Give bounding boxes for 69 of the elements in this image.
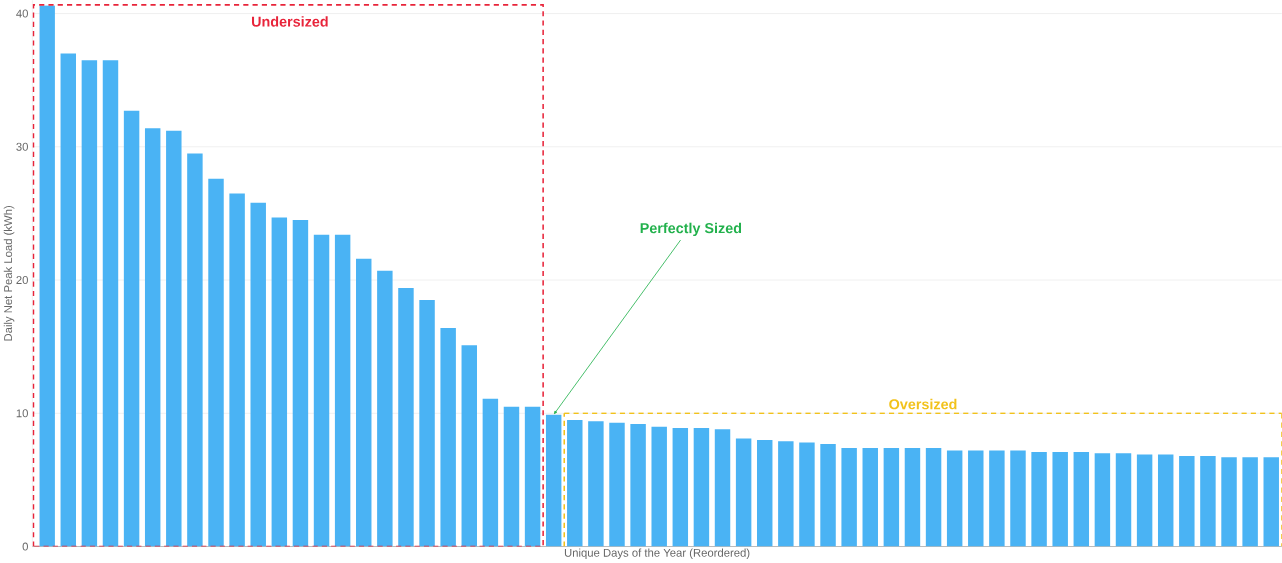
bar bbox=[799, 442, 815, 547]
bar bbox=[841, 448, 857, 547]
bar bbox=[1242, 457, 1258, 547]
x-axis-title: Unique Days of the Year (Reordered) bbox=[564, 548, 750, 560]
bar bbox=[144, 128, 161, 547]
bar bbox=[187, 153, 203, 547]
bar bbox=[989, 450, 1005, 547]
bar bbox=[735, 438, 752, 547]
bar bbox=[398, 288, 414, 547]
y-tick-label: 40 bbox=[16, 9, 28, 18]
bar bbox=[229, 193, 245, 547]
bar bbox=[482, 398, 499, 547]
bar bbox=[123, 110, 140, 547]
bar bbox=[1179, 456, 1195, 547]
annotation: Perfectly Sized bbox=[640, 222, 742, 237]
bar bbox=[166, 130, 182, 547]
bar bbox=[820, 444, 836, 547]
bar bbox=[461, 345, 477, 547]
bar bbox=[292, 220, 309, 547]
bar bbox=[208, 178, 224, 547]
y-axis-title: Daily Net Peak Load (kWh) bbox=[3, 206, 15, 341]
y-tick-label: 0 bbox=[22, 542, 28, 551]
bar bbox=[81, 60, 98, 547]
annotation: Undersized bbox=[251, 16, 328, 27]
bar bbox=[503, 406, 520, 547]
y-tick-label: 20 bbox=[16, 276, 28, 285]
bar bbox=[39, 5, 55, 547]
bar bbox=[1263, 457, 1279, 547]
bar bbox=[250, 202, 266, 547]
bar bbox=[1094, 453, 1111, 547]
bar bbox=[672, 428, 689, 547]
bar bbox=[1200, 456, 1216, 547]
y-tick-label: 10 bbox=[16, 409, 28, 418]
bar bbox=[630, 424, 646, 547]
ref-line-label: Oversized bbox=[889, 398, 957, 410]
bar bbox=[377, 270, 393, 547]
bar bbox=[757, 440, 773, 547]
bar bbox=[651, 426, 667, 547]
bar bbox=[102, 60, 119, 547]
bar bbox=[567, 420, 583, 547]
bar bbox=[334, 234, 351, 547]
bar bbox=[925, 448, 942, 547]
bar bbox=[904, 448, 921, 547]
bar bbox=[545, 414, 562, 547]
bar bbox=[356, 258, 372, 547]
bar bbox=[1157, 454, 1174, 547]
bar bbox=[862, 448, 878, 547]
bar bbox=[1010, 450, 1026, 547]
bar bbox=[778, 441, 794, 547]
bar bbox=[968, 450, 984, 547]
bar bbox=[1221, 457, 1237, 547]
bar bbox=[883, 448, 900, 547]
bar bbox=[1073, 452, 1090, 547]
bar bbox=[693, 428, 710, 547]
bar bbox=[440, 328, 456, 547]
y-tick-label: 30 bbox=[16, 142, 28, 151]
bar bbox=[1115, 453, 1132, 547]
bar bbox=[419, 300, 435, 547]
bar bbox=[609, 422, 625, 547]
bar bbox=[714, 429, 731, 547]
bar bbox=[1052, 452, 1068, 547]
bar bbox=[271, 217, 288, 547]
bar bbox=[524, 406, 541, 547]
bar bbox=[1031, 452, 1047, 547]
bar bbox=[313, 234, 330, 547]
bar bbox=[588, 421, 604, 547]
bar bbox=[946, 450, 963, 547]
bar bbox=[60, 53, 77, 547]
bar bbox=[1136, 454, 1153, 547]
